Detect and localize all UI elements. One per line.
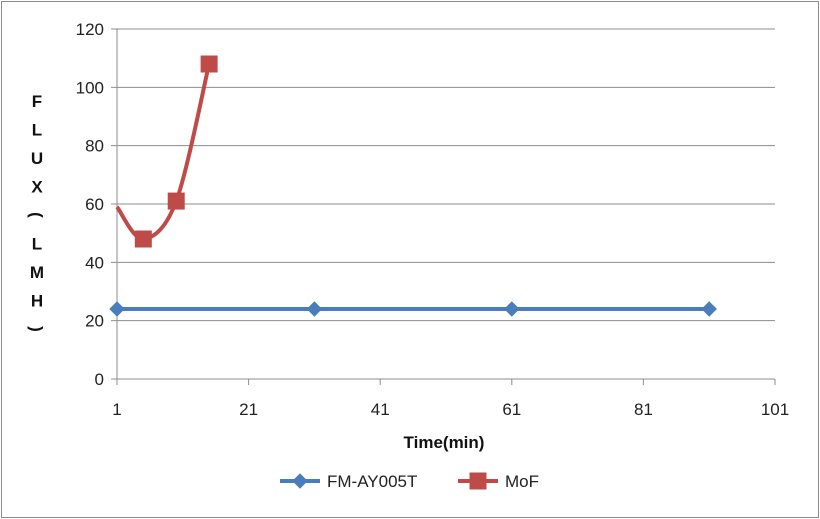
- y-tick-label: 60: [85, 195, 104, 214]
- y-tick-label: 20: [85, 312, 104, 331]
- y-axis-title-letter: U: [31, 149, 43, 168]
- y-tick-label: 80: [85, 137, 104, 156]
- y-tick-label: 120: [76, 20, 104, 39]
- legend-marker: [469, 472, 487, 490]
- y-axis-title-letter: M: [30, 263, 44, 282]
- x-tick-label: 61: [502, 400, 521, 419]
- data-point: [306, 301, 323, 317]
- legend: FM-AY005T MoF: [280, 472, 539, 491]
- gridlines: [117, 28, 775, 322]
- data-point: [200, 55, 218, 73]
- x-tick-label: 41: [371, 400, 390, 419]
- x-tick-label: 21: [239, 400, 258, 419]
- data-point: [701, 301, 717, 317]
- series-line-1: [115, 63, 212, 241]
- legend-item-0: FM-AY005T: [280, 472, 417, 491]
- series-0: [109, 301, 717, 317]
- data-point: [167, 192, 185, 210]
- data-point: [134, 230, 152, 248]
- y-tick-label: 40: [85, 253, 104, 272]
- tick-labels: 0 20 40 60 80 100 120 1 21 41 61 81 101: [76, 20, 790, 419]
- x-tick-label: 1: [112, 400, 121, 419]
- data-point: [109, 301, 125, 317]
- y-axis-title-letter: H: [31, 292, 43, 311]
- y-tick-label: 100: [76, 78, 104, 97]
- series-1: [115, 55, 218, 248]
- data-point: [504, 301, 520, 317]
- y-axis-title-letter: F: [32, 92, 42, 111]
- x-tick-label: 101: [761, 400, 789, 419]
- legend-label: FM-AY005T: [327, 472, 417, 491]
- plot-area: [109, 55, 717, 317]
- y-axis-title-letter: L: [32, 235, 42, 254]
- legend-marker: [292, 473, 308, 489]
- x-axis-title: Time(min): [404, 433, 485, 452]
- y-axis-title-letter: X: [31, 178, 43, 197]
- x-tick-label: 81: [634, 400, 653, 419]
- y-axis-title-letter: (: [27, 212, 46, 218]
- legend-item-1: MoF: [458, 472, 539, 491]
- y-axis-title-letter: L: [32, 121, 42, 140]
- y-tick-label: 0: [95, 370, 104, 389]
- y-axis-title-letter: ): [27, 326, 46, 332]
- axes: [111, 28, 776, 385]
- legend-label: MoF: [505, 472, 539, 491]
